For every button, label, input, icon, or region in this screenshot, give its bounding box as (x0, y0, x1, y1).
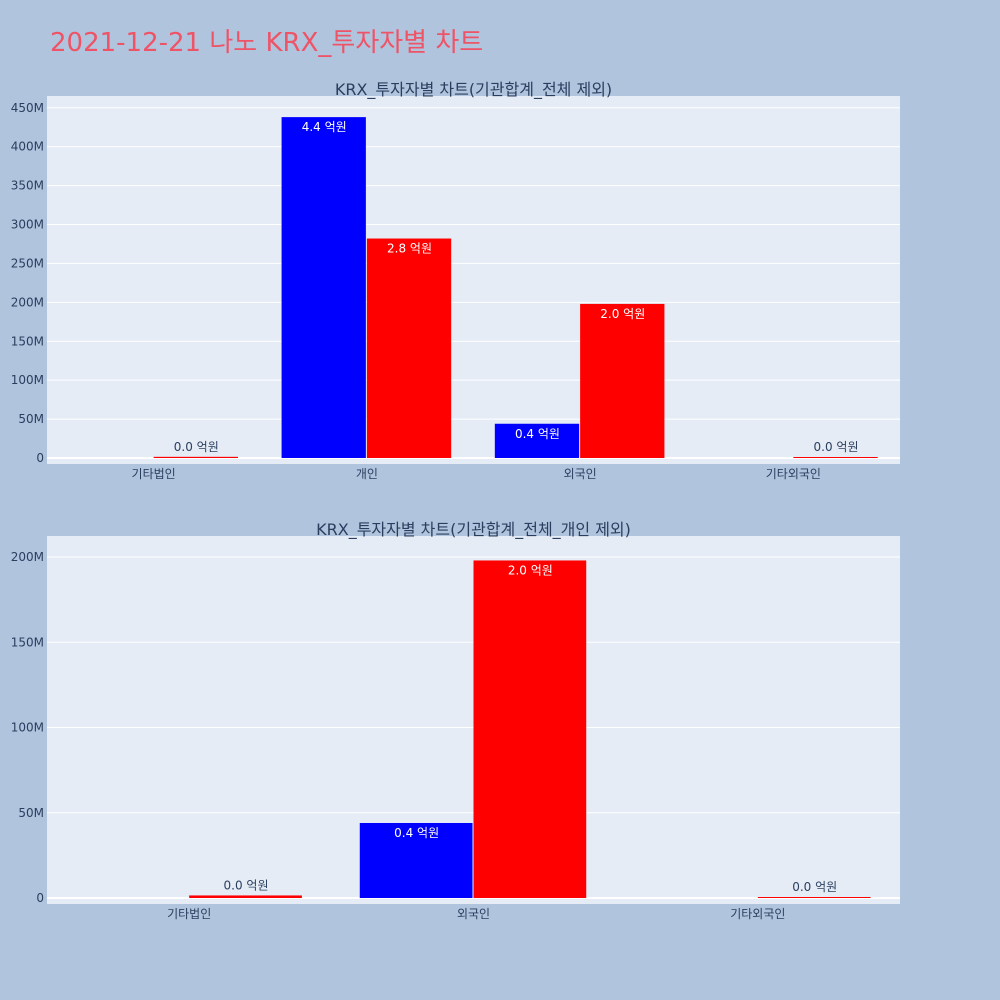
x-tick-label: 기타법인 (132, 467, 176, 481)
y-tick-label: 350M (11, 179, 44, 193)
x-tick-label: 기타외국인 (766, 467, 821, 481)
y-tick-label: 100M (11, 721, 44, 735)
chart-overall: KRX_투자자별 차트(기관합계_전체 제외) 0 50M 100M 150M 200M 2… (11, 80, 900, 481)
bar (580, 303, 665, 458)
bar-label: 0.0 억원 (814, 440, 859, 454)
x-tick-label: 기타외국인 (730, 907, 785, 921)
y-tick-label: 0 (36, 451, 44, 465)
page-title: 2021-12-21 나노 KRX_투자자별 차트 (50, 28, 484, 58)
chart-title: KRX_투자자별 차트(기관합계_전체_개인 제외) (316, 520, 631, 540)
y-tick-label: 150M (11, 334, 44, 348)
bar-label: 0.4 억원 (515, 427, 560, 441)
bar-label: 0.0 억원 (792, 880, 837, 894)
y-tick-label: 50M (18, 806, 44, 820)
bar-label: 2.8 억원 (387, 242, 432, 256)
bar (494, 423, 580, 458)
bar (366, 238, 452, 458)
bar-label: 0.4 억원 (394, 826, 439, 840)
y-tick-label: 300M (11, 218, 44, 232)
bar (281, 117, 366, 458)
y-tick-label: 250M (11, 256, 44, 270)
bar (793, 457, 878, 458)
y-tick-label: 400M (11, 140, 44, 154)
bar-label: 0.0 억원 (224, 878, 269, 892)
y-tick-label: 50M (18, 412, 44, 426)
bar (359, 822, 473, 898)
x-tick-label: 외국인 (457, 907, 490, 921)
chart-excluding-individual: KRX_투자자별 차트(기관합계_전체_개인 제외) 0 50M 100M 150M 20… (11, 520, 900, 921)
chart-title: KRX_투자자별 차트(기관합계_전체 제외) (335, 80, 612, 100)
bar (153, 456, 238, 458)
bar (189, 895, 302, 898)
y-tick-label: 200M (11, 550, 44, 564)
bar-label: 2.0 억원 (600, 307, 645, 321)
x-tick-label: 개인 (356, 467, 378, 481)
y-tick-label: 100M (11, 373, 44, 387)
y-tick-label: 0 (36, 891, 44, 905)
plot-area (47, 96, 900, 464)
y-tick-label: 200M (11, 295, 44, 309)
x-tick-label: 기타법인 (167, 907, 211, 921)
y-tick-label: 450M (11, 101, 44, 115)
bar-label: 2.0 억원 (508, 563, 553, 577)
bar (757, 897, 871, 898)
x-tick-label: 외국인 (564, 467, 597, 481)
bar-label: 4.4 억원 (302, 120, 347, 134)
bar-label: 0.0 억원 (174, 440, 219, 454)
y-tick-label: 150M (11, 635, 44, 649)
bar (473, 560, 587, 898)
